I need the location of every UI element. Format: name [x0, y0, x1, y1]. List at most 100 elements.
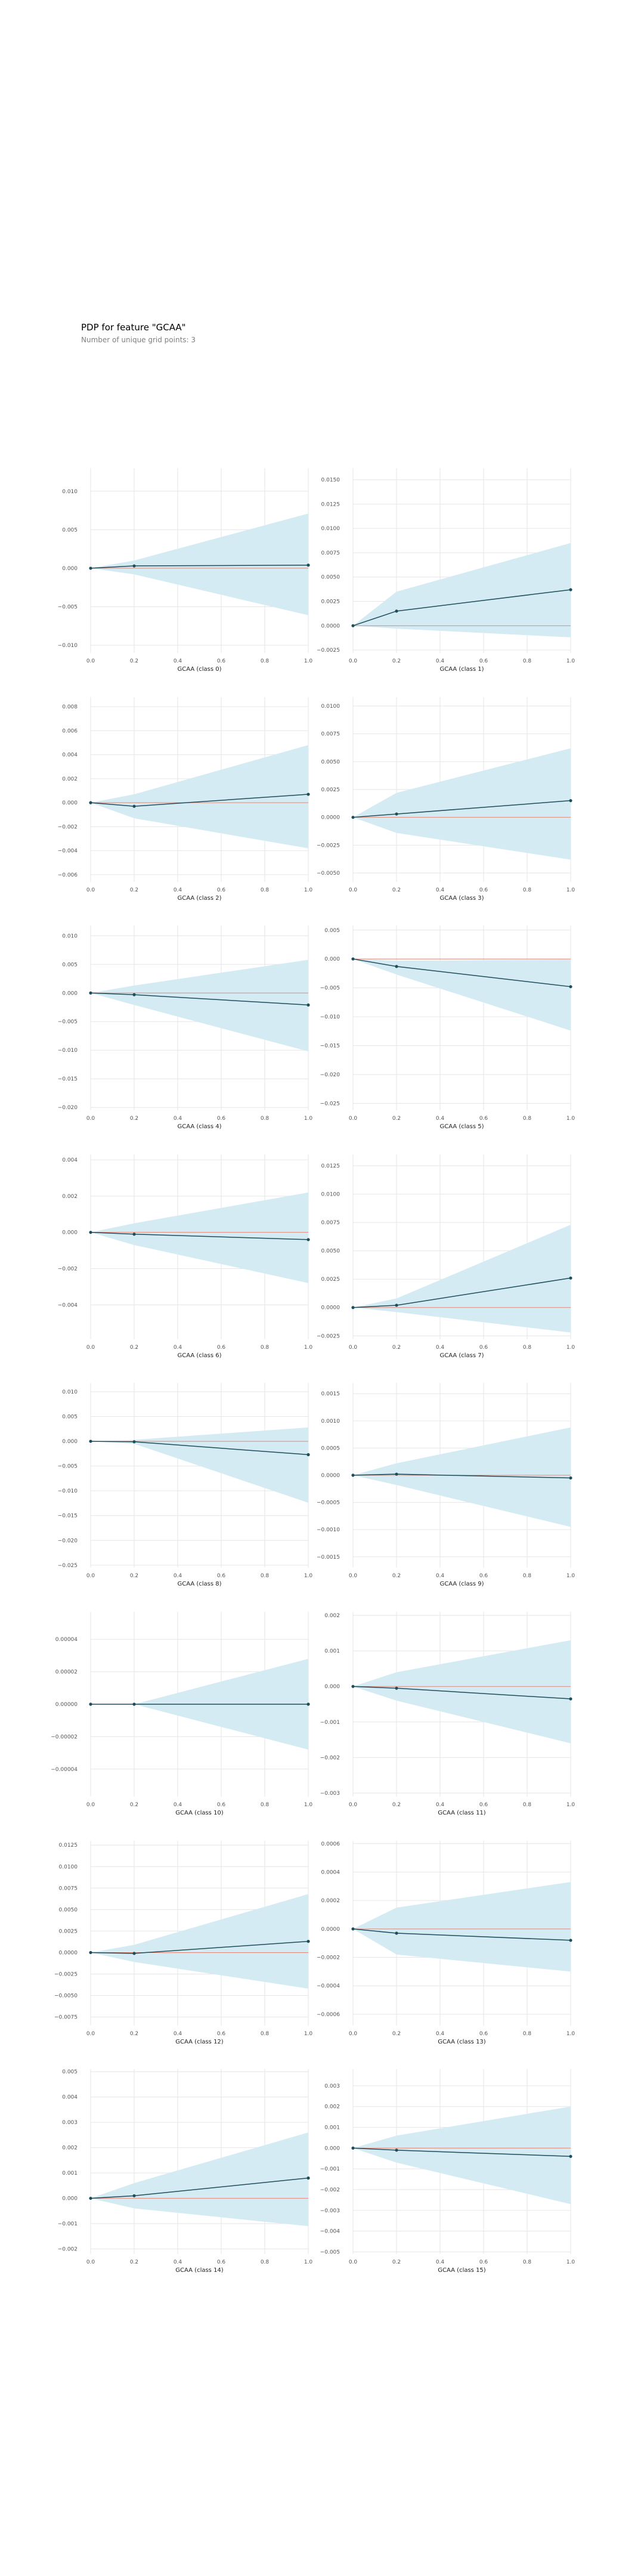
x-tick-label: 0.4	[436, 2259, 445, 2265]
y-tick-label: −0.002	[58, 2247, 78, 2253]
x-tick-label: 0.6	[217, 2031, 226, 2037]
y-tick-label: −0.001	[58, 2221, 78, 2227]
y-tick-label: −0.015	[58, 1076, 78, 1082]
y-tick-label: 0.001	[324, 1649, 340, 1655]
pdp-subplot: 0.0 0.2 0.4 0.6 0.8 1.0 −0.0006 −0.0004 −0.0002 0…	[317, 1841, 575, 2045]
confidence-band	[91, 1894, 308, 1989]
pdp-point	[395, 1686, 398, 1690]
y-tick-label: −0.0006	[317, 2012, 340, 2018]
pdp-point	[89, 991, 92, 995]
y-tick-label: 0.004	[62, 2095, 78, 2101]
x-tick-label: 0.6	[479, 2031, 488, 2037]
y-tick-label: −0.025	[320, 1101, 340, 1107]
x-tick-label: 0.2	[392, 658, 401, 664]
y-tick-label: −0.001	[320, 2166, 340, 2172]
x-axis-label: GCAA (class 5)	[439, 1123, 484, 1130]
y-tick-label: 0.004	[62, 1157, 78, 1163]
pdp-point	[351, 1473, 355, 1477]
y-tick-label: −0.005	[320, 2250, 340, 2256]
x-axis-label: GCAA (class 10)	[175, 1810, 223, 1816]
x-tick-label: 0.2	[392, 887, 401, 893]
y-tick-label: 0.00004	[55, 1637, 78, 1643]
y-tick-label: 0.002	[324, 1613, 340, 1619]
pdp-point	[351, 1685, 355, 1688]
y-tick-label: 0.0006	[321, 1841, 340, 1847]
figure-header: PDP for feature "GCAA" Number of unique …	[81, 322, 196, 344]
x-axis-label: GCAA (class 0)	[177, 666, 221, 673]
y-tick-label: 0.00000	[55, 1702, 78, 1708]
y-tick-label: −0.015	[58, 1513, 78, 1519]
x-tick-label: 0.4	[436, 658, 445, 664]
x-tick-label: 0.8	[523, 887, 532, 893]
y-tick-label: 0.0100	[59, 1864, 78, 1870]
x-tick-label: 0.0	[349, 2259, 358, 2265]
x-tick-label: 0.4	[174, 1573, 182, 1579]
x-tick-label: 0.6	[479, 1573, 488, 1579]
x-tick-label: 0.8	[261, 1345, 270, 1351]
x-tick-label: 0.8	[261, 1573, 270, 1579]
y-tick-label: 0.005	[62, 527, 78, 533]
confidence-band	[353, 1224, 571, 1333]
y-tick-label: 0.0000	[321, 815, 340, 821]
y-tick-label: −0.025	[58, 1563, 78, 1569]
y-tick-label: −0.003	[320, 2208, 340, 2214]
pdp-point	[306, 1003, 310, 1007]
y-tick-label: 0.0125	[321, 1163, 340, 1169]
y-tick-label: 0.008	[62, 704, 78, 710]
x-tick-label: 0.8	[523, 1802, 532, 1808]
pdp-point	[569, 799, 572, 803]
pdp-subplot: 0.0 0.2 0.4 0.6 0.8 1.0 −0.00004 −0.00002 0.0000…	[51, 1612, 312, 1816]
x-tick-label: 0.2	[130, 1116, 138, 1122]
x-tick-label: 0.6	[217, 1573, 226, 1579]
pdp-point	[89, 2196, 92, 2200]
x-tick-label: 0.6	[479, 1802, 488, 1808]
pdp-subplot: 0.0 0.2 0.4 0.6 0.8 1.0 −0.025 −0.020 −0.015 −0.0…	[58, 1383, 312, 1587]
y-tick-label: 0.000	[324, 956, 340, 962]
y-tick-label: 0.0050	[321, 1249, 340, 1255]
x-tick-label: 0.6	[479, 658, 488, 664]
x-tick-label: 0.2	[130, 1573, 138, 1579]
x-tick-label: 0.2	[130, 2031, 138, 2037]
y-tick-label: −0.015	[320, 1044, 340, 1049]
confidence-band	[353, 1882, 571, 1972]
y-tick-label: −0.0050	[54, 1993, 78, 1999]
x-tick-label: 0.0	[349, 2031, 358, 2037]
confidence-band	[353, 2106, 571, 2205]
pdp-point	[89, 566, 92, 570]
pdp-subplot: 0.0 0.2 0.4 0.6 0.8 1.0 −0.0025 0.0000 0.0025 0.0…	[317, 1154, 575, 1359]
y-tick-label: −0.00004	[51, 1767, 78, 1773]
pdp-subplot: 0.0 0.2 0.4 0.6 0.8 1.0 −0.0050 −0.0025 0.0000 0.…	[317, 697, 575, 902]
x-axis-label: GCAA (class 6)	[177, 1352, 221, 1359]
x-tick-label: 0.4	[174, 887, 182, 893]
pdp-point	[306, 564, 310, 567]
y-tick-label: 0.0050	[321, 759, 340, 765]
x-tick-label: 0.4	[174, 2031, 182, 2037]
y-tick-label: 0.0015	[321, 1391, 340, 1397]
confidence-band	[91, 1192, 308, 1283]
x-axis-label: GCAA (class 14)	[175, 2267, 223, 2274]
y-tick-label: −0.0025	[317, 1333, 340, 1339]
x-tick-label: 0.8	[523, 1116, 532, 1122]
y-tick-label: 0.005	[62, 2069, 78, 2075]
y-tick-label: 0.0025	[321, 599, 340, 605]
x-tick-label: 0.0	[349, 1116, 358, 1122]
pdp-subplot: 0.0 0.2 0.4 0.6 0.8 1.0 −0.020 −0.015 −0.010 −0.0…	[58, 925, 312, 1130]
y-tick-label: −0.0005	[317, 1500, 340, 1506]
x-tick-label: 0.2	[130, 887, 138, 893]
y-tick-label: 0.000	[62, 2196, 78, 2202]
x-tick-label: 0.2	[392, 2031, 401, 2037]
y-tick-label: −0.010	[58, 643, 78, 649]
x-tick-label: 0.4	[174, 2259, 182, 2265]
x-axis-label: GCAA (class 9)	[439, 1581, 484, 1587]
x-axis-label: GCAA (class 1)	[439, 666, 484, 673]
x-tick-label: 1.0	[566, 1345, 575, 1351]
pdp-point	[395, 1472, 398, 1476]
confidence-band	[91, 1427, 308, 1503]
pdp-point	[351, 957, 355, 961]
x-tick-label: 1.0	[566, 887, 575, 893]
x-tick-label: 0.8	[261, 1802, 270, 1808]
x-tick-label: 0.4	[436, 1116, 445, 1122]
x-tick-label: 0.4	[174, 658, 182, 664]
x-tick-label: 0.6	[479, 1116, 488, 1122]
